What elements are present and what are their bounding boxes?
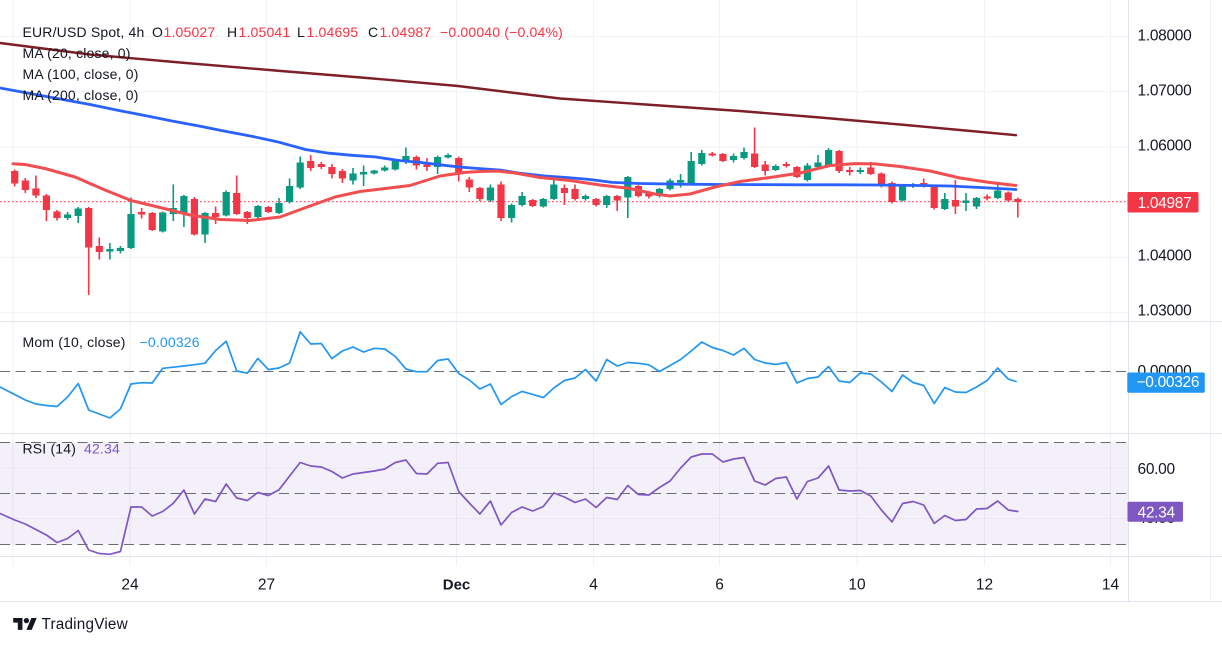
svg-text:1.05041: 1.05041 <box>239 24 291 40</box>
svg-text:42.34: 42.34 <box>84 441 120 457</box>
svg-text:−0.00326: −0.00326 <box>140 334 200 350</box>
svg-text:Mom (10, close): Mom (10, close) <box>23 334 126 350</box>
svg-text:10: 10 <box>848 577 866 594</box>
svg-text:4: 4 <box>589 577 598 594</box>
svg-text:TradingView: TradingView <box>42 616 129 633</box>
svg-text:1.06000: 1.06000 <box>1138 138 1193 155</box>
svg-text:O: O <box>152 24 163 40</box>
svg-text:1.04987: 1.04987 <box>1138 195 1192 212</box>
svg-text:1.03000: 1.03000 <box>1138 303 1193 320</box>
svg-text:MA (200, close, 0): MA (200, close, 0) <box>23 87 139 103</box>
svg-text:−0.00326: −0.00326 <box>1137 374 1200 391</box>
svg-text:14: 14 <box>1102 577 1120 594</box>
svg-text:MA (100, close, 0): MA (100, close, 0) <box>23 66 139 82</box>
svg-text:1.08000: 1.08000 <box>1138 28 1193 45</box>
svg-text:Dec: Dec <box>443 577 471 594</box>
svg-text:42.34: 42.34 <box>1138 504 1176 521</box>
svg-text:1.07000: 1.07000 <box>1138 83 1193 100</box>
svg-text:12: 12 <box>976 577 993 594</box>
svg-text:24: 24 <box>121 577 139 594</box>
svg-text:60.00: 60.00 <box>1138 461 1176 478</box>
svg-text:EUR/USD Spot, 4h: EUR/USD Spot, 4h <box>23 24 145 40</box>
svg-text:6: 6 <box>715 577 724 594</box>
svg-text:1.05027: 1.05027 <box>164 24 216 40</box>
svg-text:RSI (14): RSI (14) <box>23 441 77 457</box>
svg-text:H: H <box>227 24 237 40</box>
svg-text:1.04695: 1.04695 <box>307 24 359 40</box>
svg-text:27: 27 <box>258 577 275 594</box>
svg-text:1.04987: 1.04987 <box>380 24 432 40</box>
svg-text:MA (20, close, 0): MA (20, close, 0) <box>23 45 131 61</box>
svg-text:C: C <box>368 24 378 40</box>
svg-text:1.04000: 1.04000 <box>1138 248 1193 265</box>
svg-text:−0.00040 (−0.04%): −0.00040 (−0.04%) <box>440 24 563 40</box>
svg-text:L: L <box>297 24 305 40</box>
